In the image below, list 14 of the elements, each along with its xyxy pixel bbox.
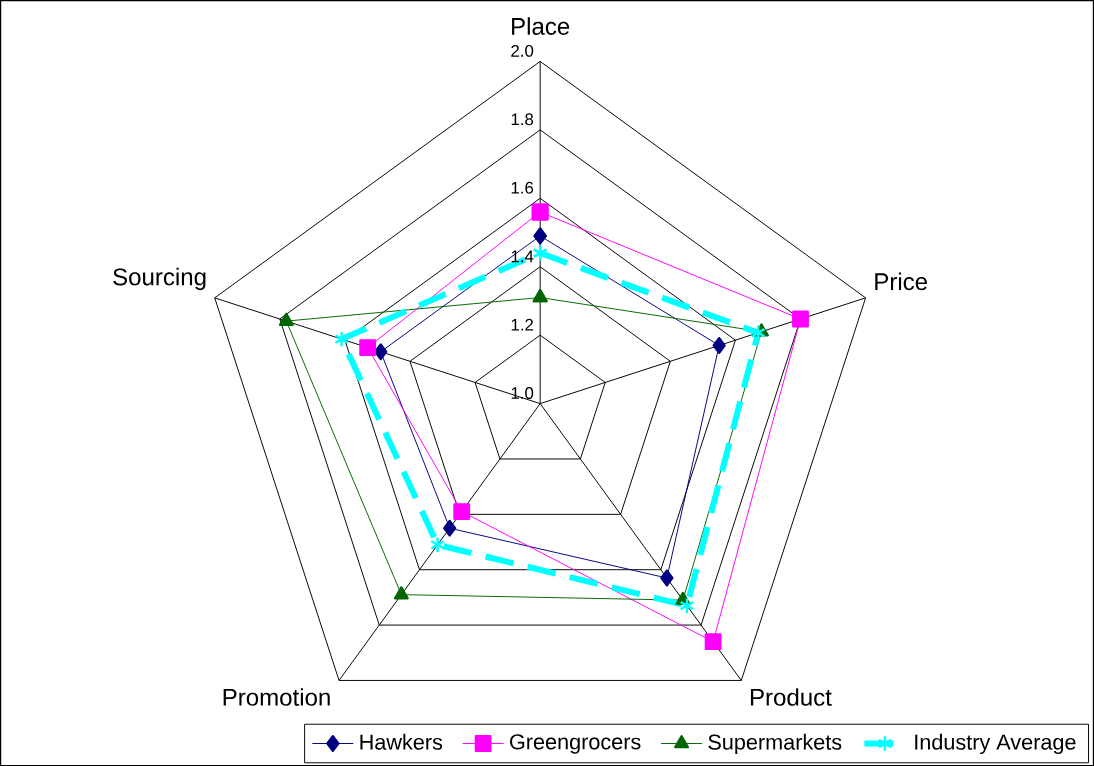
spoke-label: Promotion	[223, 688, 330, 706]
legend-label: Greengrocers	[510, 734, 641, 754]
legend-label: Supermarkets	[708, 733, 842, 754]
spoke-label: Price	[875, 272, 928, 291]
y-tick-label: 1.2	[511, 318, 534, 331]
y-tick-label: 1.6	[511, 181, 534, 194]
y-tick-label: 2.0	[511, 44, 534, 57]
y-tick-label: 1.0	[511, 387, 534, 399]
spoke-label: Sourcing	[113, 267, 206, 291]
spoke-label: Place	[512, 17, 570, 35]
legend-label: Industry Average	[915, 733, 1076, 754]
spoke-label: Product	[750, 688, 832, 706]
y-tick-label: 1.8	[511, 113, 534, 126]
legend-label: Hawkers	[360, 733, 443, 750]
